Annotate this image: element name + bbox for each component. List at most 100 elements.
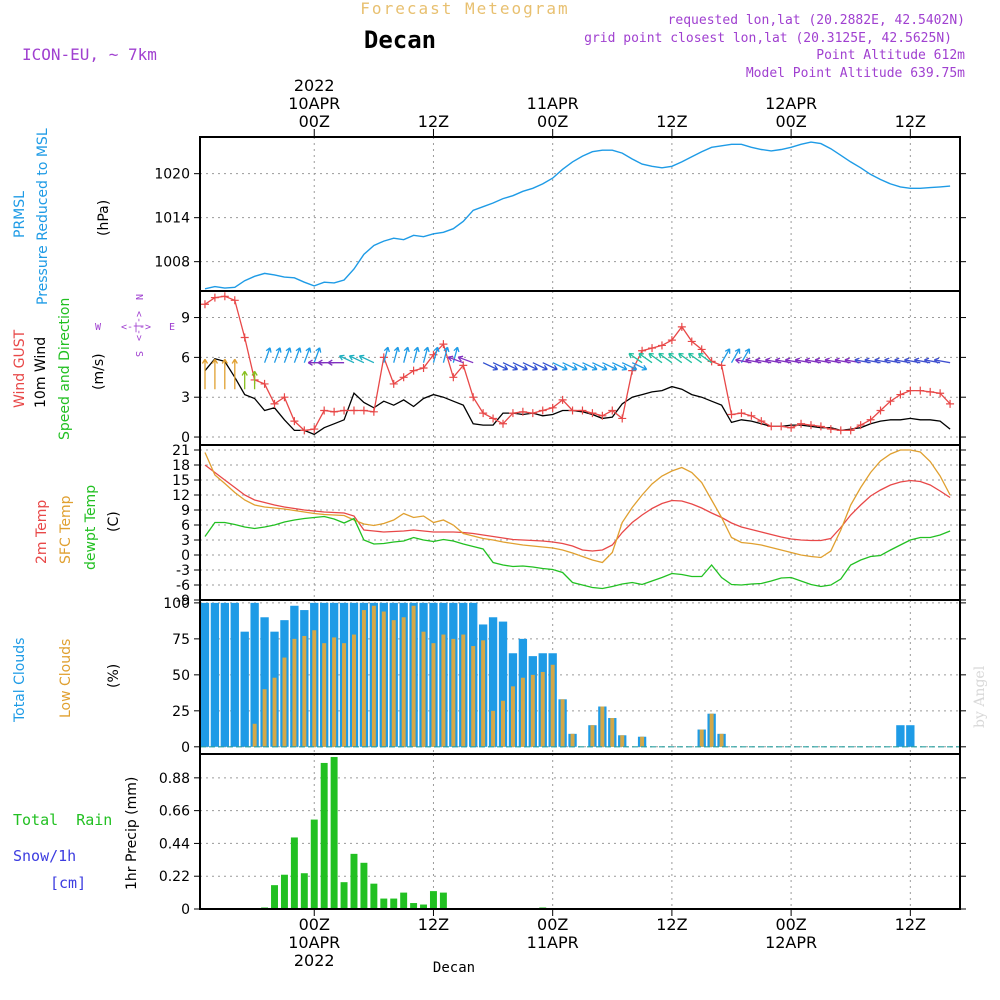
- temp-ytick-label: -9: [176, 593, 190, 609]
- bottom-time-label: 12Z: [895, 915, 926, 934]
- clouds-ytick-label: 100: [163, 596, 190, 612]
- rain-bar: [390, 898, 398, 909]
- gust-marker: [657, 341, 666, 350]
- low-clouds-bar: [292, 638, 297, 747]
- low-clouds-bar: [282, 657, 287, 747]
- low-clouds-bar: [610, 718, 615, 747]
- top-time-label: 10APR: [288, 94, 340, 113]
- low-clouds-bar: [441, 634, 446, 747]
- low-clouds-bar: [332, 637, 337, 747]
- wind-direction-arrow: [552, 362, 568, 371]
- low-clouds-bar: [560, 699, 565, 747]
- low-clouds-bar: [431, 643, 436, 747]
- rain-bar: [420, 904, 428, 909]
- wind-direction-arrow: [283, 347, 292, 363]
- top-time-label: 2022: [294, 76, 335, 95]
- low-clouds-bar: [530, 674, 535, 747]
- temp-sfc-line: [204, 449, 951, 564]
- wind-direction-arrow: [241, 370, 248, 390]
- gust-marker: [727, 410, 736, 419]
- wind-direction-arrow: [442, 346, 450, 363]
- gust-marker: [349, 406, 358, 415]
- watermark: by Angel: [972, 665, 988, 728]
- temp-ytick-label: 3: [181, 533, 190, 549]
- bottom-time-label: 12APR: [765, 933, 817, 952]
- pressure-title-line2: Pressure Reduced to MSL: [35, 128, 51, 305]
- rain-bar: [350, 853, 358, 909]
- wind-direction-arrow: [612, 362, 628, 371]
- low-clouds-bar: [371, 605, 376, 747]
- temp-ytick-label: 15: [172, 473, 190, 489]
- temp-ytick-label: -6: [176, 578, 190, 594]
- gust-marker: [409, 366, 418, 375]
- wind-direction-arrow: [348, 354, 365, 364]
- low-clouds-bar: [302, 635, 307, 747]
- gust-marker: [499, 419, 508, 428]
- gust-marker: [369, 407, 378, 416]
- low-clouds-bar: [421, 631, 426, 747]
- temp-2m-line: [204, 464, 951, 552]
- gust-marker: [826, 425, 835, 434]
- wind-direction-arrow: [251, 370, 258, 390]
- wind-direction-arrow: [263, 347, 272, 363]
- low-clouds-bar: [312, 630, 317, 747]
- gust-marker: [787, 423, 796, 432]
- wind-ytick-label: 6: [181, 350, 190, 366]
- gust-marker: [320, 406, 329, 415]
- low-clouds-bar: [272, 677, 277, 747]
- gust-marker: [767, 422, 776, 431]
- rain-bar: [360, 862, 368, 909]
- gust-marker: [777, 422, 786, 431]
- pressure-ytick-label: 1008: [154, 255, 190, 271]
- pressure-title: PRMSL Pressure Reduced to MSL (hPa): [12, 128, 112, 305]
- rain-bar: [290, 837, 298, 909]
- bottom-time-label: 12Z: [656, 915, 687, 934]
- low-clouds-bar: [471, 646, 476, 747]
- wind-direction-arrow: [303, 347, 312, 363]
- gust-marker: [528, 409, 537, 418]
- clouds-unit: (%): [106, 664, 122, 688]
- compass-rose: N S W E <-|-> <-|->: [95, 294, 175, 357]
- top-time-label: 12Z: [656, 112, 687, 131]
- wind-direction-arrow: [668, 352, 683, 364]
- precip-unit: 1hr Precip (mm): [124, 777, 140, 890]
- bottom-time-label: 00Z: [775, 915, 806, 934]
- gust-marker: [648, 344, 657, 353]
- wind-direction-arrow: [730, 348, 741, 364]
- top-time-label: 11APR: [527, 94, 579, 113]
- gust-marker: [419, 364, 428, 372]
- rain-bar: [320, 762, 328, 909]
- wind-direction-arrow: [502, 362, 519, 371]
- gust-marker: [946, 399, 955, 408]
- gust-marker: [230, 296, 239, 305]
- temp-ytick-label: -3: [176, 563, 190, 579]
- wind-direction-arrow: [697, 352, 712, 364]
- precip-title: Total Rain Snow/1h [cm] 1hr Precip (mm): [13, 777, 140, 892]
- wind-direction-arrow: [532, 362, 548, 371]
- precip-border: [199, 753, 961, 910]
- temp-title-2m: 2m Temp: [34, 500, 50, 564]
- rain-bar: [310, 819, 318, 909]
- footer-location: Decan: [433, 960, 475, 976]
- rain-bar: [330, 756, 338, 909]
- wind-direction-arrow: [422, 346, 430, 363]
- pressure-unit: (hPa): [96, 200, 112, 236]
- clouds-title: Total Clouds Low Clouds (%): [12, 638, 122, 723]
- gust-marker: [558, 395, 567, 404]
- rain-bar: [429, 891, 437, 909]
- wind-direction-arrow: [452, 346, 460, 363]
- precip-ytick-label: 0.44: [159, 836, 190, 852]
- precip-panel: 0 0.22 0.44 0.66 0.88: [159, 753, 966, 918]
- wind-direction-arrow: [412, 346, 420, 363]
- temperature-title: 2m Temp SFC Temp dewpt Temp (C): [34, 485, 122, 570]
- gust-marker: [816, 422, 825, 431]
- total-clouds-bar: [250, 602, 259, 747]
- pressure-title-line1: PRMSL: [12, 191, 28, 238]
- low-clouds-bar: [699, 729, 704, 747]
- low-clouds-bar: [342, 643, 347, 747]
- wind-direction-arrow: [221, 358, 228, 390]
- gust-marker: [846, 426, 855, 435]
- wind-direction-arrow: [273, 347, 282, 363]
